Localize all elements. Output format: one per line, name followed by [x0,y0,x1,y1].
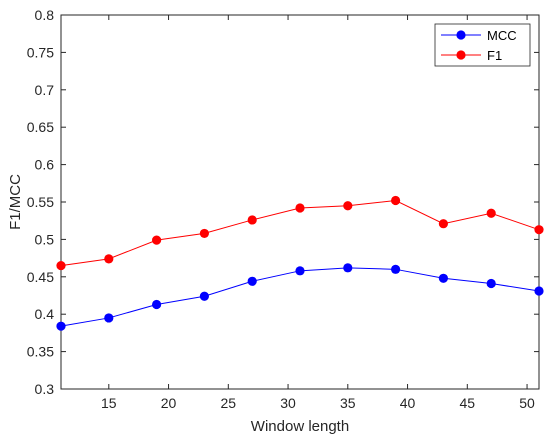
data-point-f1 [534,225,544,235]
y-tick-label: 0.45 [27,269,54,285]
legend-marker-mcc [456,30,466,40]
x-tick-label: 35 [340,395,356,411]
legend-box [434,23,531,67]
y-axis-title: F1/MCC [7,174,24,230]
x-tick-label: 20 [161,395,177,411]
plot-area [60,14,540,390]
y-axis: 0.3 0.35 0.4 0.45 0.5 0.55 0.6 0.65 0.7 0.75 0.8 [27,7,539,397]
x-tick-label: 45 [460,395,476,411]
data-point-mcc [438,273,448,283]
data-point-f1 [56,260,66,271]
y-tick-label: 0.75 [27,44,54,60]
y-tick-label: 0.6 [35,157,55,173]
data-point-mcc [391,264,401,274]
data-point-mcc [152,299,162,310]
data-point-mcc [56,321,66,331]
x-tick-label: 40 [400,395,416,411]
data-point-f1 [486,208,496,218]
data-point-mcc [199,291,209,301]
data-point-f1 [199,228,209,239]
y-tick-label: 0.55 [27,194,54,210]
series-layer [56,195,544,331]
data-point-f1 [295,203,305,213]
y-tick-label: 0.35 [27,344,54,360]
x-tick-label: 15 [101,395,117,411]
x-axis: 15 20 25 30 35 40 45 50 [101,15,535,411]
data-point-f1 [438,219,448,229]
y-tick-label: 0.5 [35,231,55,247]
data-point-f1 [104,254,114,264]
data-point-f1 [247,215,257,225]
data-point-mcc [486,278,496,289]
data-point-mcc [104,313,114,323]
y-tick-label: 0.4 [35,306,55,322]
data-point-f1 [391,195,401,206]
data-point-f1 [152,235,162,245]
x-axis-title: Window length [251,418,349,435]
data-point-mcc [247,276,257,286]
x-tick-label: 30 [280,395,296,411]
y-tick-label: 0.65 [27,119,54,135]
legend-marker-f1 [456,50,466,60]
x-tick-label: 50 [519,395,535,411]
data-point-mcc [534,286,544,296]
legend: MCC F1 [434,23,531,67]
data-point-mcc [343,263,353,273]
legend-label-mcc: MCC [487,28,517,43]
y-tick-label: 0.3 [35,381,55,397]
data-point-f1 [343,201,353,211]
data-point-mcc [295,266,305,276]
legend-label-f1: F1 [487,48,502,63]
y-tick-label: 0.7 [35,82,55,98]
x-tick-label: 25 [221,395,237,411]
y-tick-label: 0.8 [35,7,55,23]
